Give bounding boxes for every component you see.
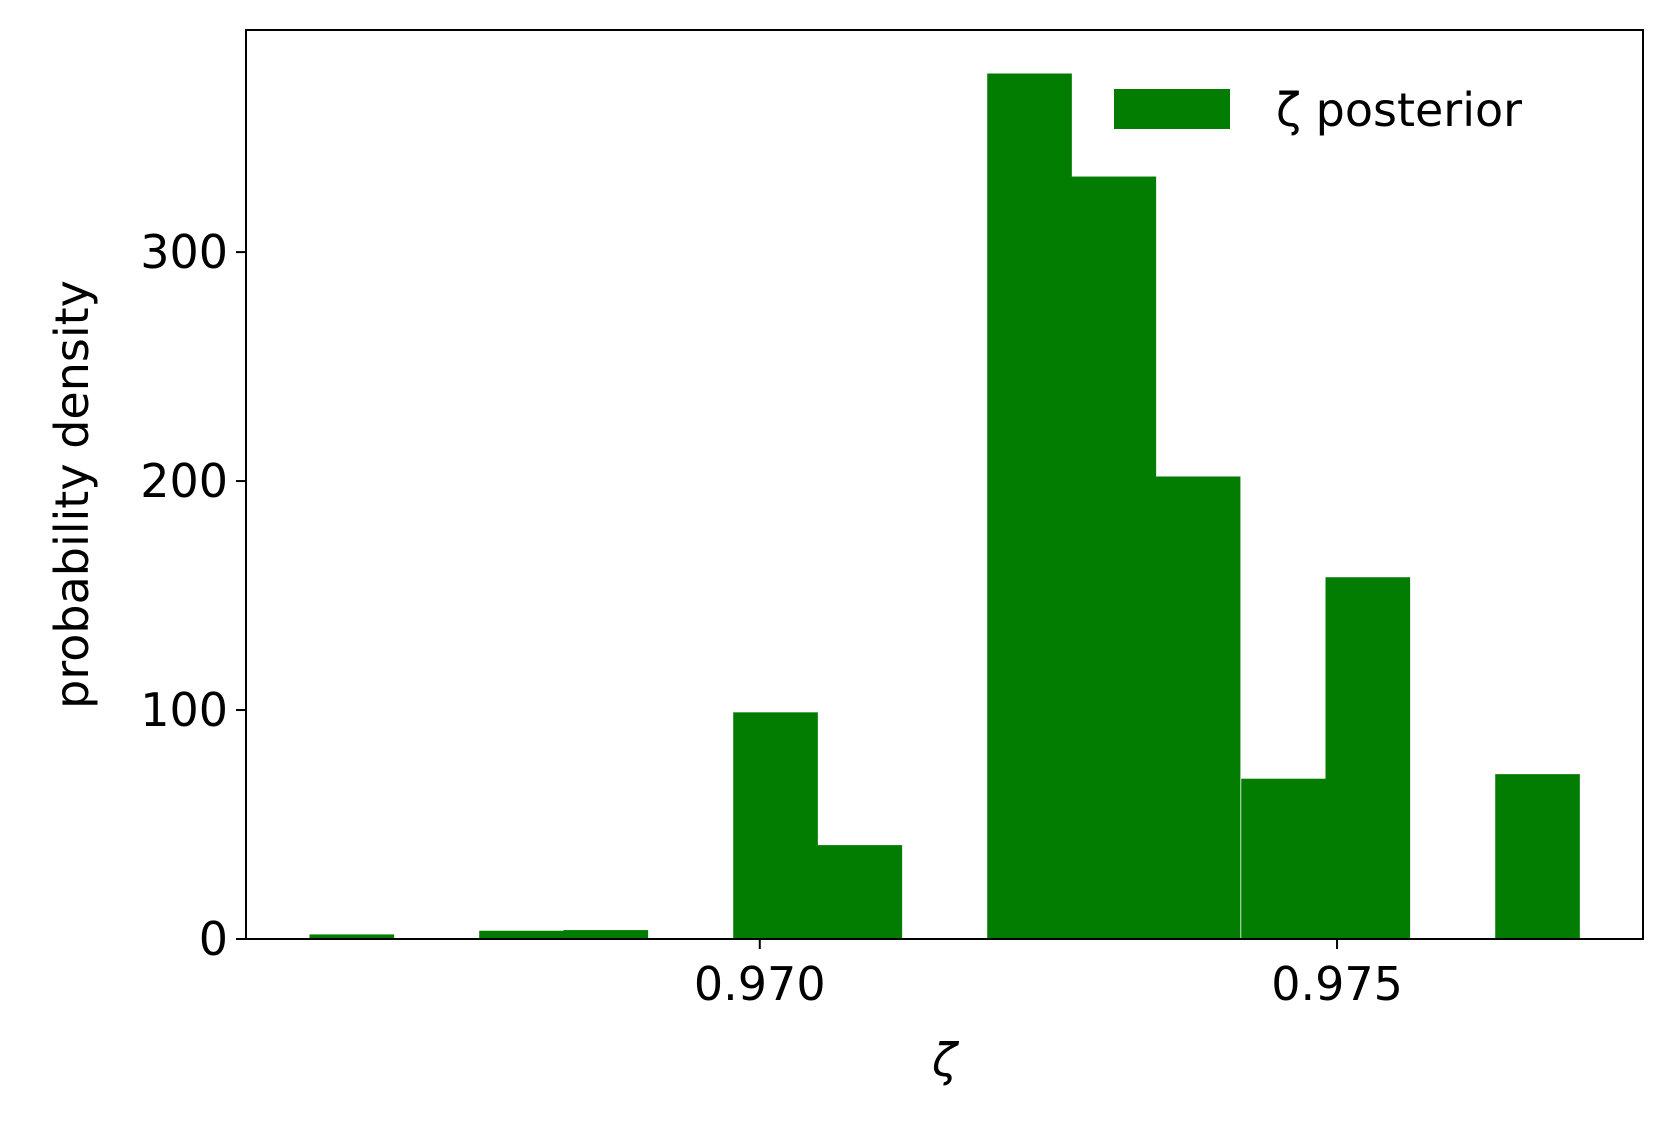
x-axis-label: ζ [931, 1033, 960, 1087]
histogram-bar [1241, 778, 1326, 939]
histogram-bar [817, 845, 903, 939]
histogram-bar [1325, 577, 1411, 939]
histogram-bar [1071, 176, 1157, 939]
x-tick-label: 0.975 [1271, 957, 1403, 1011]
x-axis-ticks: 0.970 0.975 [694, 939, 1403, 1011]
y-tick-label: 100 [140, 683, 228, 737]
histogram-bar [1495, 774, 1580, 939]
histogram-bar [1155, 476, 1241, 939]
histogram-bar [733, 712, 818, 939]
y-axis-ticks: 0 100 200 300 [140, 225, 246, 966]
histogram-bar [987, 73, 1072, 939]
bars-group [309, 73, 1580, 939]
x-tick-label: 0.970 [694, 957, 826, 1011]
histogram-bar [563, 930, 649, 939]
y-tick-label: 0 [199, 912, 228, 966]
histogram-bar [479, 930, 564, 939]
legend-swatch [1114, 89, 1230, 129]
histogram-bar [309, 934, 395, 939]
legend-label: ζ posterior [1276, 83, 1522, 137]
y-tick-label: 300 [140, 225, 228, 279]
y-tick-label: 200 [140, 454, 228, 508]
plot-frame [245, 29, 1644, 940]
legend: ζ posterior [1114, 83, 1522, 137]
y-axis-label: probability density [45, 280, 99, 709]
